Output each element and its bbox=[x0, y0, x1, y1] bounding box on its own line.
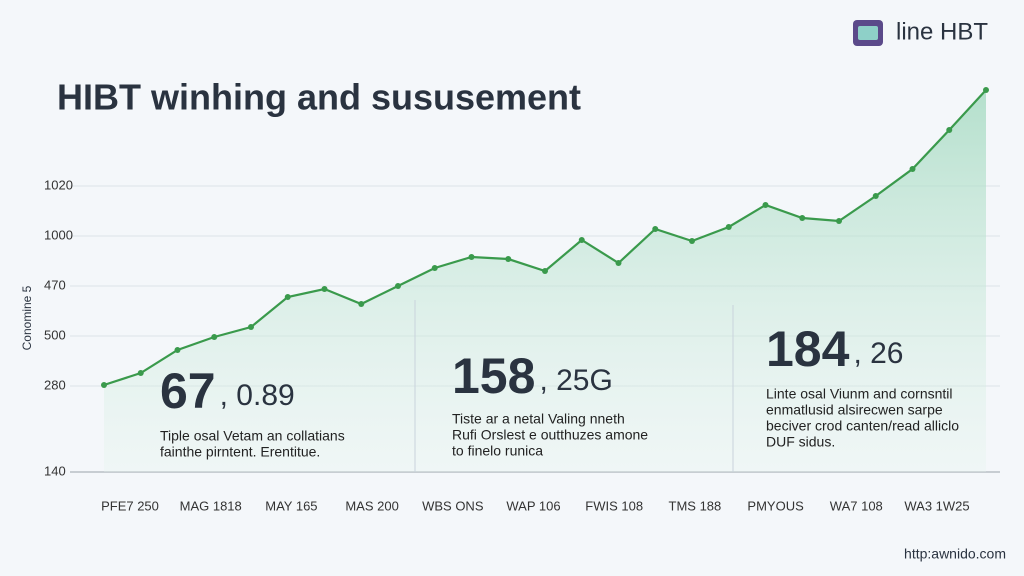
point bbox=[431, 265, 438, 271]
x-tick-label: WA3 1W25 bbox=[904, 498, 969, 513]
annotation-text: DUF sidus. bbox=[766, 434, 835, 450]
x-tick-label: PFE7 250 bbox=[101, 498, 159, 513]
point bbox=[799, 215, 806, 221]
point bbox=[101, 382, 107, 388]
annotation-text: Rufi Orslest e outthuzes amone bbox=[452, 427, 648, 443]
x-tick-label: FWIS 108 bbox=[585, 498, 643, 513]
logo-icon bbox=[853, 20, 883, 46]
x-tick-label: MAG 1818 bbox=[180, 498, 242, 513]
annotation-number: 67 bbox=[160, 363, 216, 419]
x-tick-label: TMS 188 bbox=[669, 498, 722, 513]
y-tick-label: 140 bbox=[44, 463, 66, 478]
point bbox=[542, 268, 548, 274]
point bbox=[358, 301, 365, 307]
x-tick-label: MAY 165 bbox=[265, 498, 317, 513]
point bbox=[578, 237, 585, 243]
point bbox=[909, 166, 916, 172]
annotation-text: fainthe pirntent. Erentitue. bbox=[160, 444, 320, 460]
point bbox=[652, 226, 659, 232]
point bbox=[872, 193, 879, 199]
point bbox=[248, 324, 254, 330]
point bbox=[468, 254, 475, 260]
area bbox=[104, 90, 986, 472]
x-tick-label: WBS ONS bbox=[422, 498, 484, 513]
point bbox=[137, 370, 144, 376]
point bbox=[284, 294, 291, 300]
point bbox=[725, 224, 732, 230]
point bbox=[762, 202, 769, 208]
y-axis-label: Conomine 5 bbox=[20, 285, 34, 350]
plot bbox=[70, 87, 1000, 473]
point bbox=[946, 127, 953, 133]
point bbox=[321, 286, 328, 292]
annotation-text: to finelo runica bbox=[452, 443, 543, 459]
annotation-text: Linte osal Viunm and cornsntil bbox=[766, 386, 953, 402]
url: http:awnido.com bbox=[904, 546, 1006, 562]
y-tick-label: 1000 bbox=[44, 227, 73, 242]
point bbox=[211, 334, 218, 340]
point bbox=[836, 218, 842, 224]
y-tick-label: 1020 bbox=[44, 177, 73, 192]
annotation-text: Tiste ar a netal Valing nneth bbox=[452, 411, 625, 427]
y-tick-label: 500 bbox=[44, 327, 66, 342]
x-tick-label: WA7 108 bbox=[830, 498, 883, 513]
annotation-number: 158 bbox=[452, 348, 535, 404]
annotation-text: enmatlusid alsirecwen sarpe bbox=[766, 402, 943, 418]
annotation-text: Tiple osal Vetam an collatians bbox=[160, 428, 345, 444]
point bbox=[983, 87, 989, 93]
point bbox=[505, 256, 512, 262]
x-tick-label: PMYOUS bbox=[747, 498, 804, 513]
annotation-detail: , 25G bbox=[539, 364, 612, 397]
annotation-number: 184 bbox=[766, 321, 850, 377]
point bbox=[174, 347, 181, 353]
x-tick-label: MAS 200 bbox=[345, 498, 398, 513]
point bbox=[395, 283, 401, 289]
point bbox=[689, 238, 695, 244]
annotation-detail: , 26 bbox=[853, 337, 903, 370]
y-tick-label: 470 bbox=[44, 277, 66, 292]
chart-title: HIBT winhing and sususement bbox=[57, 77, 581, 118]
annotation-text: beciver crod canten/read alliclo bbox=[766, 418, 959, 434]
annotation-detail: , 0.89 bbox=[220, 379, 295, 412]
brand: line HBT bbox=[896, 18, 988, 45]
x-tick-label: WAP 106 bbox=[506, 498, 560, 513]
point bbox=[615, 260, 622, 266]
y-tick-label: 280 bbox=[44, 377, 66, 392]
